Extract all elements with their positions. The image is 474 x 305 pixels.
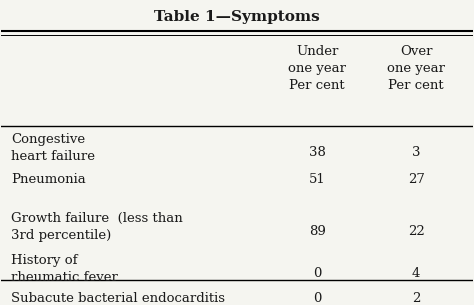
Text: Subacute bacterial endocarditis: Subacute bacterial endocarditis [11,292,225,305]
Text: 38: 38 [309,146,326,159]
Text: 0: 0 [313,267,321,280]
Text: 51: 51 [309,173,326,186]
Text: 0: 0 [313,292,321,305]
Text: Pneumonia: Pneumonia [11,173,86,186]
Text: 2: 2 [412,292,420,305]
Text: Table 1—Symptoms: Table 1—Symptoms [154,10,320,24]
Text: Congestive
heart failure: Congestive heart failure [11,134,95,163]
Text: Growth failure  (less than
3rd percentile): Growth failure (less than 3rd percentile… [11,212,182,242]
Text: History of
rheumatic fever: History of rheumatic fever [11,254,118,284]
Text: 89: 89 [309,225,326,238]
Text: Under
one year
Per cent: Under one year Per cent [288,45,346,92]
Text: 22: 22 [408,225,424,238]
Text: 27: 27 [408,173,425,186]
Text: Over
one year
Per cent: Over one year Per cent [387,45,445,92]
Text: 4: 4 [412,267,420,280]
Text: 3: 3 [412,146,420,159]
